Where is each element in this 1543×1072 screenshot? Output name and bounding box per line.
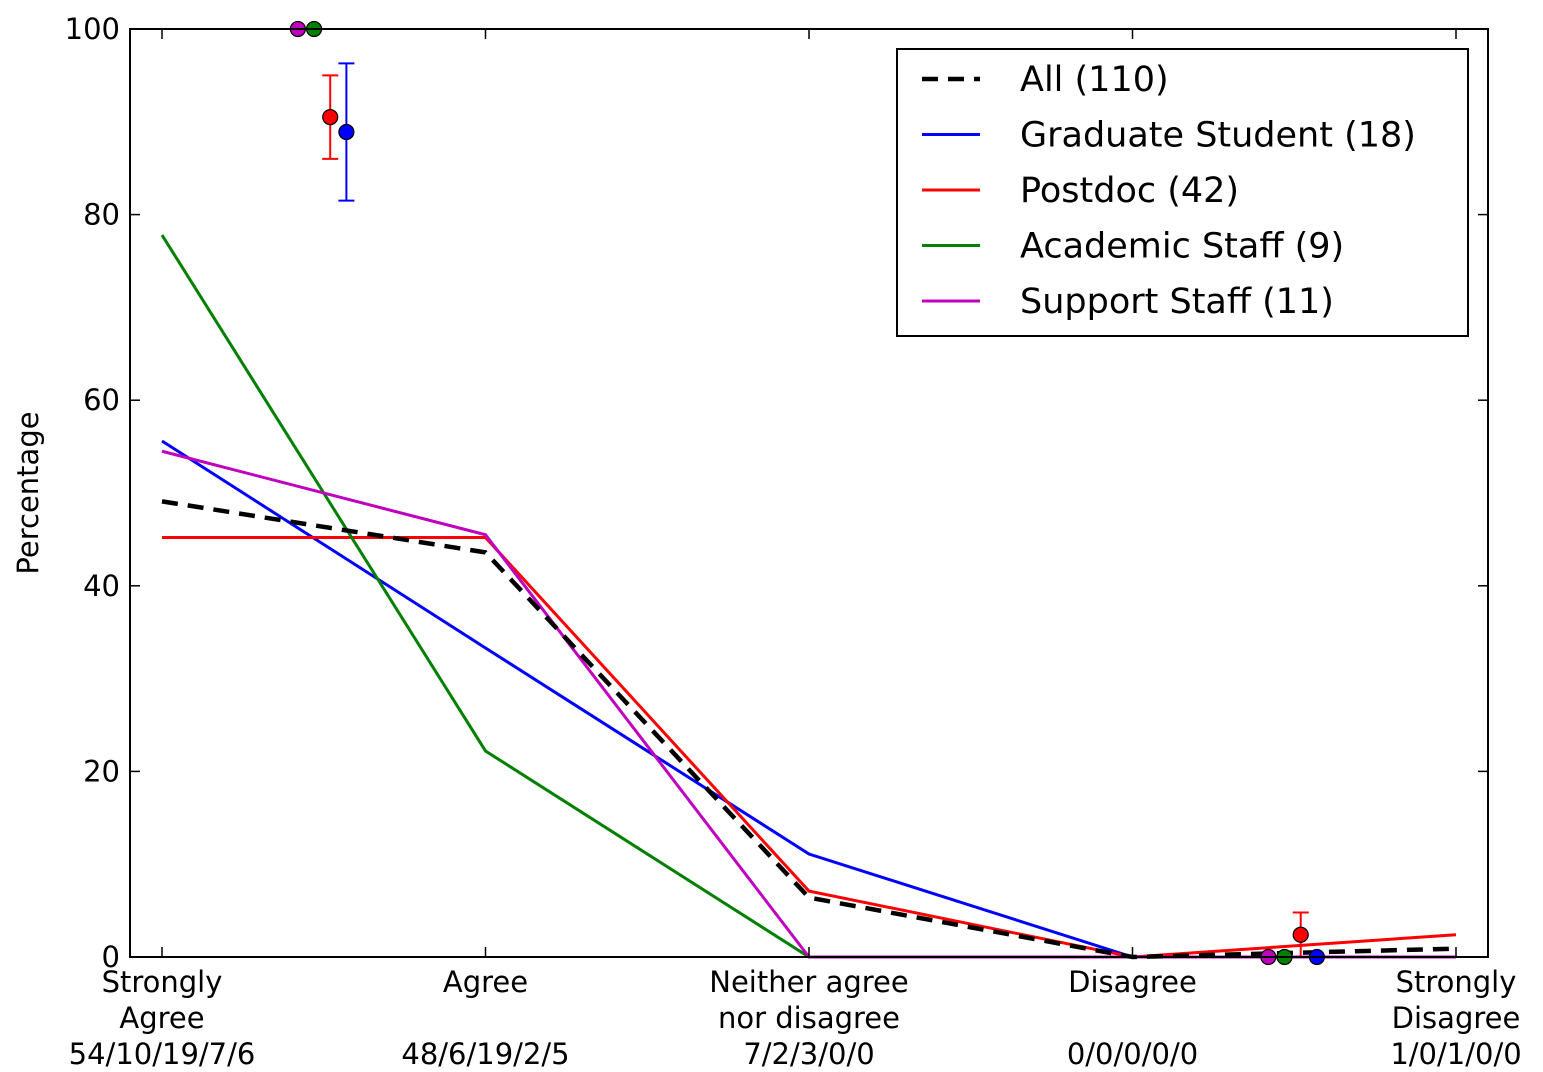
x-tick-label-line: 1/0/1/0/0 [1390,1037,1521,1071]
y-tick-label: 20 [83,754,120,788]
legend-label-4: Support Staff (11) [1020,282,1334,322]
y-tick-label: 100 [65,12,120,46]
x-tick-label: Agree 48/6/19/2/5 [401,965,569,1071]
x-tick-label-line: Disagree [1068,965,1197,999]
x-tick-label-line: 48/6/19/2/5 [401,1037,569,1071]
legend-label-1: Graduate Student (18) [1020,116,1416,156]
x-tick-label-line: Agree [443,965,528,999]
series-line-0 [161,499,1457,960]
y-tick-label: 60 [83,383,120,417]
x-tick-label-line: 54/10/19/7/6 [69,1037,256,1071]
x-tick-label-line: Agree [119,1001,204,1035]
x-tick-label: Strongly Agree 54/10/19/7/6 [69,965,256,1071]
x-tick-label-line: Disagree [1392,1001,1521,1035]
x-tick-label-line: Neither agree [709,965,908,999]
legend-box [896,48,1469,337]
summary-point-2 [322,109,339,126]
y-axis-label: Percentage [11,411,45,574]
summary-point-6 [1292,926,1309,943]
x-tick-label-line: nor disagree [718,1001,900,1035]
y-tick-label: 40 [83,569,120,603]
y-tick-label: 0 [102,940,120,974]
legend: All (110) Graduate Student (18) Postdoc (4… [896,48,1469,337]
y-tick-label: 80 [83,198,120,232]
x-tick-label: Disagree 0/0/0/0/0 [1067,965,1198,1071]
legend-label-0: All (110) [1020,60,1169,100]
x-tick-label: Neither agree nor disagree 7/2/3/0/0 [709,965,908,1071]
x-tick-label-line: 0/0/0/0/0 [1067,1037,1198,1071]
legend-label-3: Academic Staff (9) [1020,227,1344,267]
x-tick-label-line: Strongly [102,965,223,999]
summary-point-3 [338,123,355,141]
legend-label-2: Postdoc (42) [1020,171,1239,211]
x-tick-label-line: 7/2/3/0/0 [743,1037,874,1071]
x-tick-label: Strongly Disagree 1/0/1/0/0 [1390,965,1521,1071]
x-tick-label-line: Strongly [1396,965,1517,999]
